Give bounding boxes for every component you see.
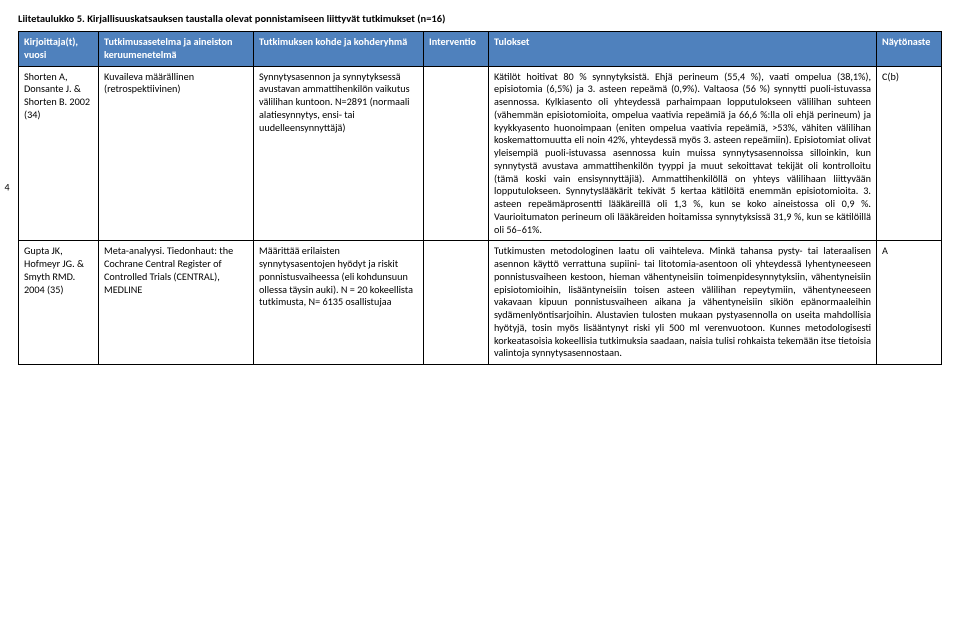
cell-method: Kuvaileva määrällinen (retrospektiivinen… (99, 66, 254, 241)
table-header-row: Kirjoittaja(t), vuosi Tutkimusasetelma j… (19, 32, 942, 67)
header-author: Kirjoittaja(t), vuosi (19, 32, 99, 67)
header-results: Tulokset (489, 32, 877, 67)
page-number: 4 (0, 180, 14, 193)
header-level: Näytönaste (877, 32, 942, 67)
document-title: Liitetaulukko 5. Kirjallisuuskatsauksen … (18, 12, 942, 25)
cell-level: C(b) (877, 66, 942, 241)
cell-intervention (424, 241, 489, 365)
cell-method: Meta-analyysi. Tiedonhaut: the Cochrane … (99, 241, 254, 365)
cell-target: Määrittää erilaisten synnytysasentojen h… (254, 241, 424, 365)
table-row: Gupta JK, Hofmeyr JG. & Smyth RMD. 2004 … (19, 241, 942, 365)
header-target: Tutkimuksen kohde ja kohderyhmä (254, 32, 424, 67)
header-method: Tutkimusasetelma ja aineiston keruumenet… (99, 32, 254, 67)
table-row: Shorten A, Donsante J. & Shorten B. 2002… (19, 66, 942, 241)
literature-table: Kirjoittaja(t), vuosi Tutkimusasetelma j… (18, 31, 942, 365)
cell-intervention (424, 66, 489, 241)
cell-results: Kätilöt hoitivat 80 % synnytyksistä. Ehj… (489, 66, 877, 241)
cell-author: Gupta JK, Hofmeyr JG. & Smyth RMD. 2004 … (19, 241, 99, 365)
cell-target: Synnytysasennon ja synnytyksessä avustav… (254, 66, 424, 241)
cell-results: Tutkimusten metodologinen laatu oli vaih… (489, 241, 877, 365)
cell-author: Shorten A, Donsante J. & Shorten B. 2002… (19, 66, 99, 241)
cell-level: A (877, 241, 942, 365)
header-intervention: Interventio (424, 32, 489, 67)
